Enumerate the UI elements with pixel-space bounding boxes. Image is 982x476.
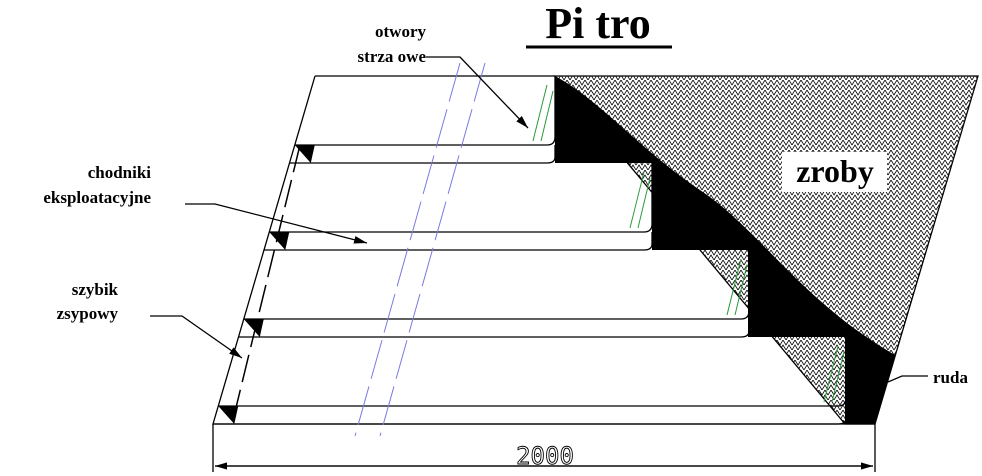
dimension-label: 2000: [516, 442, 574, 470]
chute-mark: [294, 145, 315, 163]
label-line: otwory: [375, 22, 426, 41]
face-mark: [540, 90, 554, 142]
face-mark: [831, 351, 845, 403]
leader: [150, 315, 243, 359]
leader: [887, 375, 928, 383]
ore-region: [555, 76, 895, 424]
label-line: strza owe: [358, 47, 427, 66]
chute-mark: [243, 319, 264, 337]
face-mark: [726, 258, 742, 316]
label-bg: [782, 152, 887, 192]
drift: [238, 250, 750, 338]
label-line: szybik: [72, 280, 119, 299]
drift: [289, 76, 556, 164]
borehole: [379, 62, 486, 437]
chute-mark: [218, 406, 239, 424]
label-line: eksploatacyjne: [43, 188, 151, 207]
goaf-label: zroby: [796, 153, 874, 189]
label-line: chodniki: [88, 163, 152, 182]
title: Pi tro: [545, 0, 651, 48]
face-mark: [823, 345, 839, 403]
drift: [264, 163, 653, 251]
face-mark: [629, 171, 645, 229]
shaft: [231, 144, 301, 425]
ore-label: ruda: [933, 368, 968, 387]
borehole: [354, 62, 461, 437]
face-mark: [532, 84, 548, 142]
label-line: zsypowy: [57, 304, 119, 323]
levels: [213, 76, 847, 425]
leader: [185, 203, 368, 244]
face-mark: [734, 264, 748, 316]
drift: [213, 337, 847, 425]
chute-mark: [269, 232, 290, 250]
face-mark: [637, 177, 651, 229]
dimension-extension: [212, 424, 876, 472]
leader: [426, 56, 529, 129]
